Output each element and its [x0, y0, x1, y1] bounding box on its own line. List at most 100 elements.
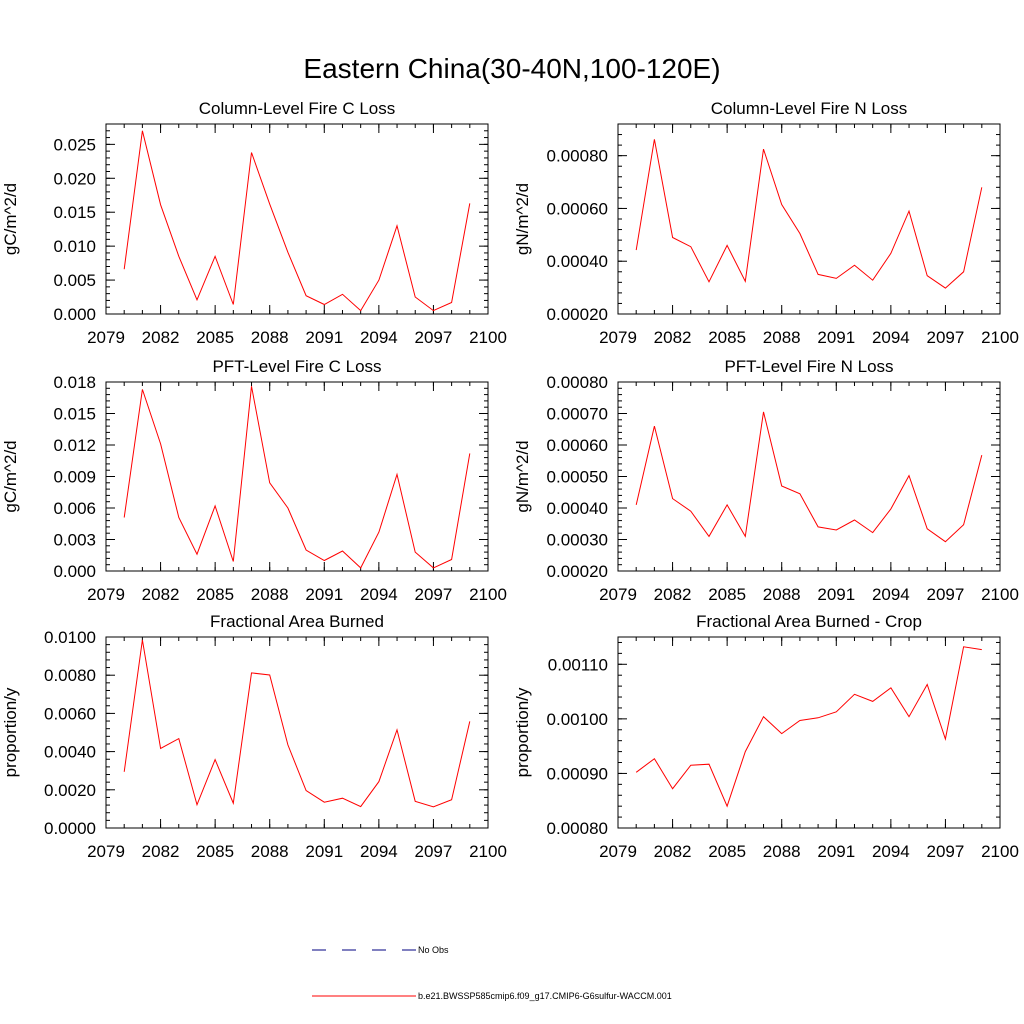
- x-tick-label: 2088: [763, 842, 801, 861]
- panel-title: PFT-Level Fire C Loss: [212, 357, 381, 376]
- y-tick-label: 0.00090: [547, 764, 608, 783]
- panel-5: 2079 2082 2085 2088 2091 2094 2097 2100 0.0000 0.…: [1, 612, 507, 861]
- legend: No Obs b.e21.BWSSP585cmip6.f09_g17.CMIP6-…: [312, 945, 672, 1001]
- y-axis-label: proportion/y: [1, 687, 20, 777]
- x-tick-label: 2085: [708, 842, 746, 861]
- y-tick-label: 0.0020: [44, 781, 96, 800]
- figure-title: Eastern China(30-40N,100-120E): [303, 53, 720, 84]
- x-tick-label: 2097: [927, 328, 965, 347]
- x-tick-label: 2085: [196, 585, 234, 604]
- x-tick-label: 2100: [469, 842, 507, 861]
- x-tick-label: 2085: [708, 328, 746, 347]
- y-axis-label: gN/m^2/d: [513, 440, 532, 512]
- panel-3: 2079 2082 2085 2088 2091 2094 2097 2100 0.000 0.0…: [1, 357, 507, 604]
- x-tick-label: 2079: [599, 328, 637, 347]
- x-tick-label: 2091: [305, 585, 343, 604]
- x-tick-label: 2088: [251, 842, 289, 861]
- series-line: [635, 411, 983, 543]
- y-tick-label: 0.010: [53, 237, 96, 256]
- plot-frame: [617, 123, 1001, 315]
- y-tick-label: 0.0000: [44, 819, 96, 838]
- x-tick-label: 2100: [981, 585, 1019, 604]
- x-tick-label: 2097: [415, 842, 453, 861]
- y-tick-label: 0.000: [53, 305, 96, 324]
- panel-title: Column-Level Fire C Loss: [199, 99, 396, 118]
- x-tick-label: 2091: [817, 842, 855, 861]
- panel-6: 2079 2082 2085 2088 2091 2094 2097 2100 0.00080 0…: [513, 612, 1019, 861]
- y-tick-label: 0.00100: [547, 710, 608, 729]
- y-tick-label: 0.00040: [547, 499, 608, 518]
- x-tick-label: 2079: [87, 585, 125, 604]
- y-tick-label: 0.00020: [547, 305, 608, 324]
- x-tick-label: 2085: [196, 328, 234, 347]
- panels: 2079 2082 2085 2088 2091 2094 2097 2100 0.000 0.0…: [1, 99, 1019, 861]
- series-line: [123, 130, 471, 312]
- plot-frame: [105, 381, 489, 572]
- plot-frame: [105, 123, 489, 315]
- x-tick-label: 2091: [305, 842, 343, 861]
- x-tick-label: 2100: [469, 328, 507, 347]
- x-tick-label: 2094: [360, 328, 398, 347]
- x-tick-label: 2100: [981, 842, 1019, 861]
- x-tick-label: 2097: [927, 842, 965, 861]
- y-tick-label: 0.009: [53, 468, 96, 487]
- y-axis-label: proportion/y: [513, 687, 532, 777]
- x-tick-label: 2082: [654, 328, 692, 347]
- y-tick-label: 0.00080: [547, 147, 608, 166]
- x-tick-label: 2079: [599, 842, 637, 861]
- x-tick-label: 2088: [763, 328, 801, 347]
- y-tick-label: 0.00050: [547, 468, 608, 487]
- y-tick-label: 0.018: [53, 373, 96, 392]
- y-tick-label: 0.00060: [547, 199, 608, 218]
- y-tick-label: 0.0100: [44, 628, 96, 647]
- y-tick-label: 0.000: [53, 562, 96, 581]
- x-tick-label: 2079: [87, 328, 125, 347]
- y-axis-label: gC/m^2/d: [1, 440, 20, 512]
- x-tick-label: 2091: [817, 328, 855, 347]
- y-axis-label: gC/m^2/d: [1, 183, 20, 255]
- x-tick-label: 2088: [251, 585, 289, 604]
- y-tick-label: 0.012: [53, 436, 96, 455]
- x-tick-label: 2082: [654, 585, 692, 604]
- y-tick-label: 0.00020: [547, 562, 608, 581]
- legend-label: No Obs: [418, 945, 449, 955]
- y-tick-label: 0.005: [53, 271, 96, 290]
- y-tick-label: 0.015: [53, 405, 96, 424]
- x-tick-label: 2100: [469, 585, 507, 604]
- y-axis-label: gN/m^2/d: [513, 183, 532, 255]
- y-tick-label: 0.00070: [547, 405, 608, 424]
- y-tick-label: 0.003: [53, 531, 96, 550]
- panel-4: 2079 2082 2085 2088 2091 2094 2097 2100 0.00020 0…: [513, 357, 1019, 604]
- y-tick-label: 0.00080: [547, 373, 608, 392]
- series-line: [635, 646, 982, 808]
- x-tick-label: 2094: [872, 585, 910, 604]
- series-line: [635, 139, 983, 289]
- x-tick-label: 2094: [872, 328, 910, 347]
- plot-frame: [105, 636, 489, 829]
- y-tick-label: 0.020: [53, 169, 96, 188]
- panel-title: Fractional Area Burned - Crop: [696, 612, 922, 631]
- x-tick-label: 2079: [87, 842, 125, 861]
- series-line: [123, 639, 471, 808]
- plot-frame: [617, 636, 1001, 829]
- y-tick-label: 0.00040: [547, 252, 608, 271]
- series-line: [123, 386, 471, 569]
- x-tick-label: 2091: [305, 328, 343, 347]
- y-tick-label: 0.0080: [44, 666, 96, 685]
- x-tick-label: 2085: [196, 842, 234, 861]
- x-tick-label: 2079: [599, 585, 637, 604]
- x-tick-label: 2082: [654, 842, 692, 861]
- x-tick-label: 2088: [251, 328, 289, 347]
- y-tick-label: 0.025: [53, 135, 96, 154]
- x-tick-label: 2094: [872, 842, 910, 861]
- y-tick-label: 0.0060: [44, 704, 96, 723]
- panel-title: PFT-Level Fire N Loss: [724, 357, 893, 376]
- panel-2: 2079 2082 2085 2088 2091 2094 2097 2100 0.00020 0…: [513, 99, 1019, 347]
- x-tick-label: 2091: [817, 585, 855, 604]
- y-tick-label: 0.0040: [44, 743, 96, 762]
- y-tick-label: 0.00080: [547, 819, 608, 838]
- x-tick-label: 2094: [360, 842, 398, 861]
- legend-item-1: No Obs: [312, 945, 449, 955]
- legend-item-2: b.e21.BWSSP585cmip6.f09_g17.CMIP6-G6sulf…: [312, 991, 672, 1001]
